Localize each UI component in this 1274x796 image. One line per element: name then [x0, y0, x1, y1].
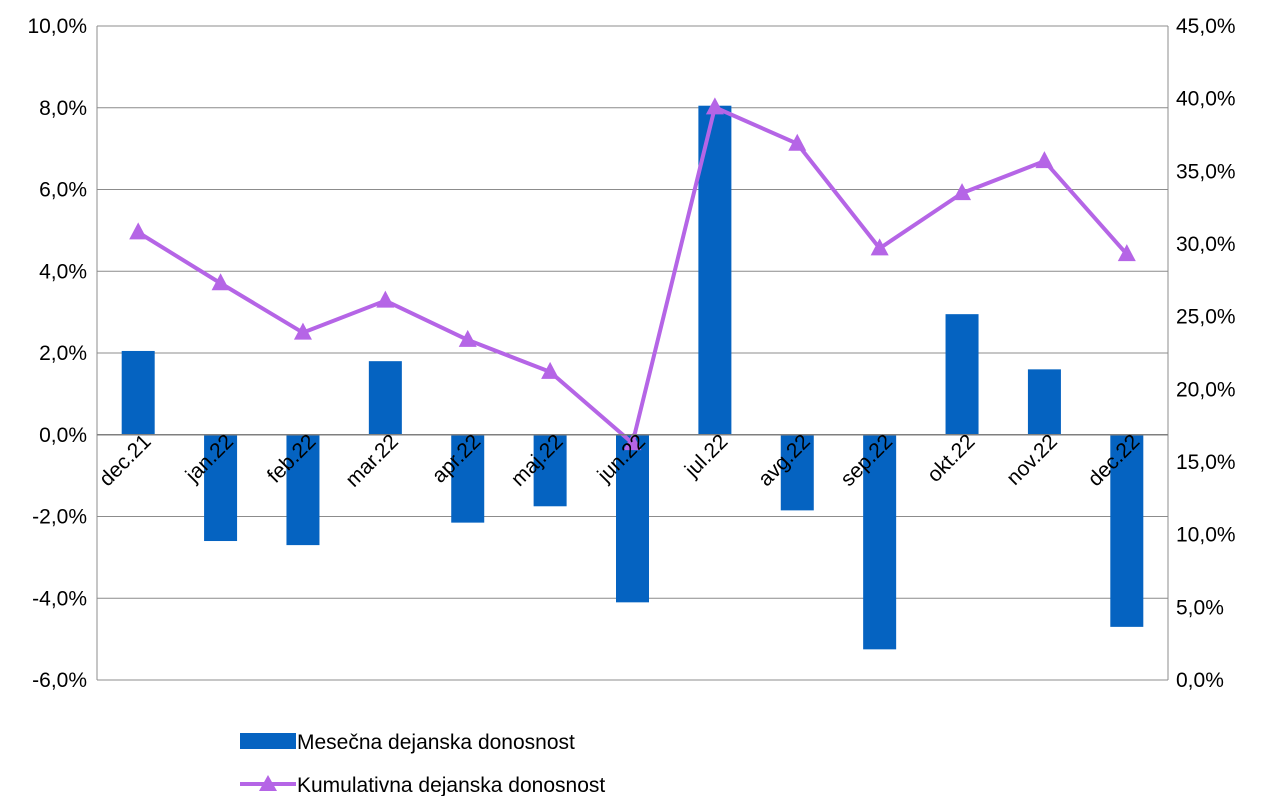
right-axis-tick-label: 5,0%: [1176, 596, 1224, 619]
bar-series-monthly: [121, 105, 1144, 650]
left-axis-tick-label: -2,0%: [32, 506, 87, 529]
right-axis-ticks: 0,0% 5,0% 10,0% 15,0% 20,0% 25,0% 30,0% 35,0% 40…: [1176, 15, 1236, 692]
bar: [451, 434, 485, 523]
left-axis-tick-label: 2,0%: [39, 342, 87, 365]
left-axis-tick-label: 6,0%: [39, 179, 87, 202]
right-axis-tick-label: 25,0%: [1176, 306, 1236, 329]
left-axis-tick-label: 0,0%: [39, 424, 87, 447]
line-marker: [623, 433, 642, 451]
right-axis-tick-label: 20,0%: [1176, 378, 1236, 401]
bar: [1110, 434, 1144, 627]
bar: [204, 434, 238, 542]
bar: [780, 434, 814, 511]
line-marker: [705, 97, 724, 115]
right-axis-tick-label: 10,0%: [1176, 524, 1236, 547]
bar: [616, 434, 649, 603]
left-axis-tick-label: -6,0%: [32, 669, 87, 692]
bar: [1027, 369, 1061, 435]
right-axis-tick-label: 30,0%: [1176, 233, 1236, 256]
bar: [533, 434, 567, 507]
line-markers-cumulative: [129, 97, 1136, 451]
legend-swatch-monthly: [240, 733, 296, 749]
left-axis-ticks: -6,0% -4,0% -2,0% 0,0% 2,0% 4,0% 6,0% 8,0% 10,0%: [27, 15, 87, 692]
right-axis-tick-label: 15,0%: [1176, 451, 1236, 474]
bar: [121, 350, 155, 435]
line-marker: [788, 133, 807, 151]
line-marker: [1035, 151, 1054, 169]
legend-label-cumulative: Kumulativna dejanska donosnost: [297, 774, 605, 796]
line-marker: [1117, 244, 1136, 262]
legend-label-monthly: Mesečna dejanska donosnost: [297, 731, 575, 754]
legend-marker-cumulative: [259, 775, 277, 791]
bar: [863, 434, 897, 650]
left-axis-tick-label: 4,0%: [39, 260, 87, 283]
line-marker: [541, 361, 560, 379]
line-marker: [870, 238, 889, 256]
axes: [96, 26, 1169, 680]
bar: [945, 314, 979, 435]
line-marker: [293, 322, 312, 340]
right-axis-tick-label: 0,0%: [1176, 669, 1224, 692]
x-axis-category-label: dec.21: [95, 430, 156, 491]
x-axis-category-label: okt.22: [923, 430, 980, 487]
right-axis-tick-label: 35,0%: [1176, 160, 1236, 183]
line-marker: [376, 290, 395, 308]
x-axis-category-label: nov.22: [1002, 430, 1062, 490]
line-marker: [211, 273, 230, 291]
bar: [368, 361, 402, 435]
legend: Mesečna dejanska donosnost Kumulativna d…: [240, 731, 605, 796]
right-axis-tick-label: 45,0%: [1176, 15, 1236, 38]
right-axis-tick-label: 40,0%: [1176, 88, 1236, 111]
left-axis-tick-label: -4,0%: [32, 587, 87, 610]
bar: [286, 434, 320, 546]
x-axis-category-label: mar.22: [341, 430, 403, 492]
line-marker: [458, 329, 477, 347]
left-axis-tick-label: 10,0%: [27, 15, 87, 38]
left-axis-tick-label: 8,0%: [39, 97, 87, 120]
x-axis-category-label: jul.22: [680, 430, 732, 482]
line-marker: [953, 183, 972, 201]
line-marker: [129, 222, 148, 240]
